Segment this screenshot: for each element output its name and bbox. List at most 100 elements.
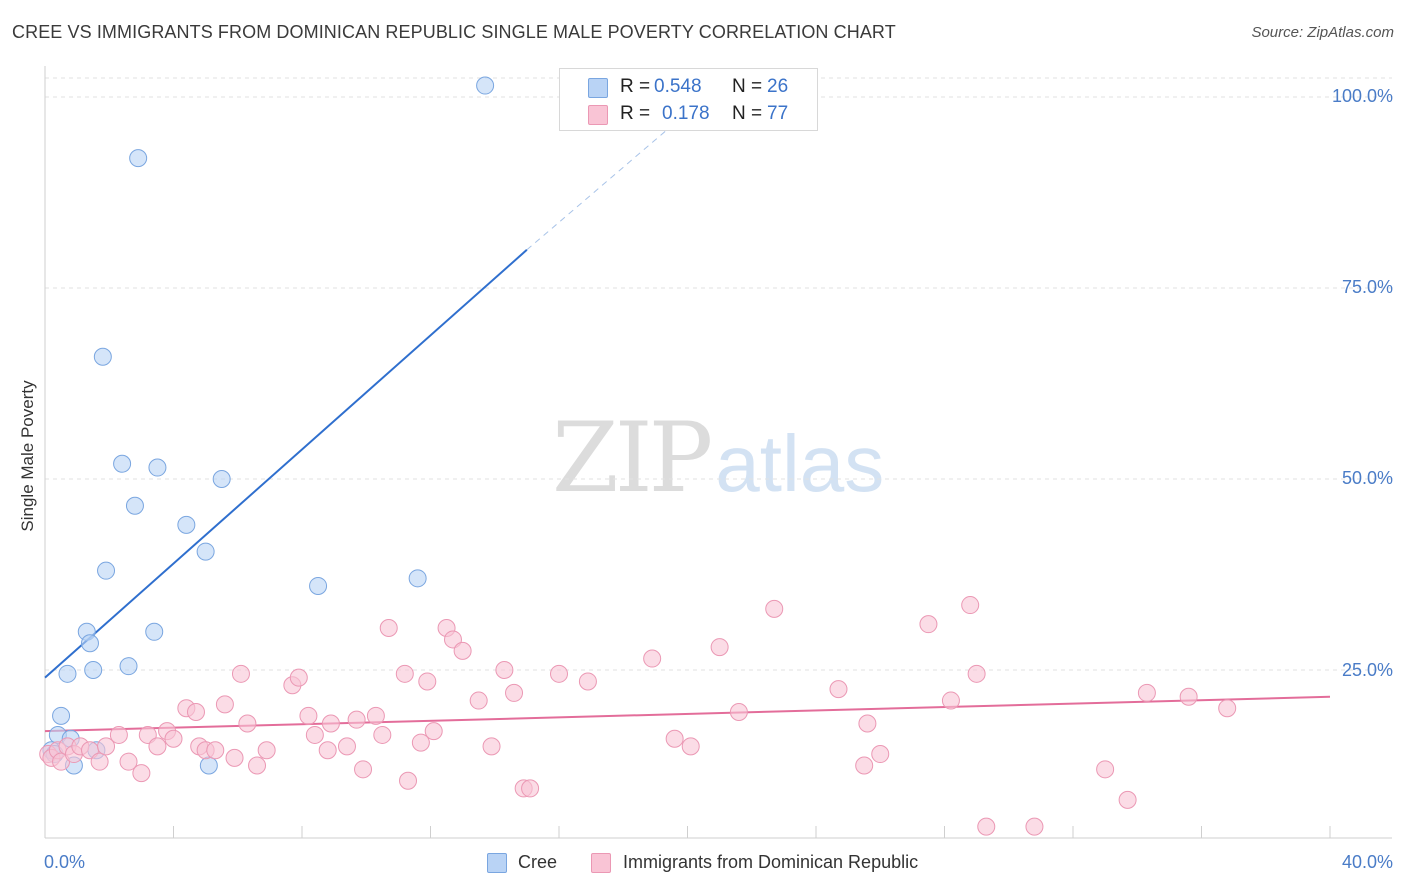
data-point-cree [177, 515, 196, 534]
y-tick-label-100: 100.0% [1331, 86, 1393, 106]
data-point-dominican [521, 779, 540, 798]
data-point-dominican [443, 630, 462, 649]
data-point-dominican [1137, 683, 1156, 702]
data-point-dominican [119, 752, 138, 771]
legend-n-label: N = [732, 76, 763, 97]
data-point-dominican [829, 680, 848, 699]
data-point-dominican [1096, 760, 1115, 779]
trendlines [44, 111, 1331, 733]
data-point-cree [199, 756, 218, 775]
data-point-dominican [411, 733, 430, 752]
data-point-dominican [186, 703, 205, 722]
data-point-cree [93, 347, 112, 366]
data-point-dominican [109, 725, 128, 744]
data-point-dominican [399, 771, 418, 790]
data-point-cree [52, 706, 71, 725]
data-point-dominican [164, 729, 183, 748]
data-point-dominican [855, 756, 874, 775]
y-tick-label-75: 75.0% [1341, 277, 1393, 297]
legend-r-value: 0.178 [662, 103, 710, 124]
trendline-dominican [44, 695, 1331, 733]
data-point-dominican [665, 729, 684, 748]
y-axis-label: Single Male Poverty [18, 380, 37, 532]
data-point-dominican [482, 737, 501, 756]
legend-n-label: N = [732, 103, 763, 124]
data-point-dominican [505, 683, 524, 702]
data-point-cree [119, 657, 138, 676]
bottom-legend-swatch-cree [487, 853, 507, 873]
y-tick-label-25: 25.0% [1341, 660, 1393, 680]
trendline-extension-cree [526, 111, 688, 251]
data-point-dominican [299, 706, 318, 725]
data-points [39, 76, 1237, 836]
data-point-cree [84, 661, 103, 679]
data-point-dominican [858, 714, 877, 733]
x-tick-label-max: 40.0% [1341, 852, 1393, 872]
data-point-dominican [148, 737, 167, 756]
data-point-dominican [225, 748, 244, 767]
legend-r-label: R = [620, 103, 651, 124]
data-point-dominican [257, 741, 276, 760]
watermark-atlas: atlas [715, 419, 885, 508]
data-point-cree [212, 470, 231, 488]
data-point-cree [145, 622, 164, 641]
data-point-dominican [765, 599, 784, 618]
data-point-dominican [347, 710, 366, 729]
data-point-cree [408, 569, 427, 588]
gridlines [45, 77, 1392, 671]
watermark-zip: ZIP [552, 402, 713, 514]
data-point-dominican [495, 661, 514, 679]
data-point-dominican [231, 664, 250, 683]
data-point-dominican [138, 725, 157, 744]
data-point-dominican [578, 672, 597, 691]
data-point-dominican [305, 725, 324, 744]
data-point-dominican [729, 703, 748, 722]
bottom-legend-cree: Cree [487, 852, 597, 876]
data-point-dominican [395, 664, 414, 683]
data-point-dominican [1025, 817, 1044, 836]
data-point-cree [129, 149, 148, 168]
data-point-dominican [1218, 699, 1237, 718]
stats-legend: R = 0.548 N = 26 R = 0.178 N = 77 [559, 68, 818, 131]
data-point-dominican [710, 638, 729, 657]
data-point-cree [58, 664, 77, 683]
data-point-dominican [379, 618, 398, 637]
legend-swatch-cree [588, 78, 608, 98]
data-point-dominican [941, 691, 960, 710]
data-point-dominican [206, 741, 225, 760]
data-point-cree [476, 76, 495, 95]
bottom-legend-label-cree: Cree [518, 852, 558, 872]
data-point-dominican [424, 722, 443, 741]
data-point-dominican [354, 760, 373, 779]
bottom-legend-label-dominican: Immigrants from Dominican Republic [623, 852, 919, 872]
legend-n-value: 26 [767, 76, 789, 97]
data-point-dominican [919, 615, 938, 634]
data-point-dominican [453, 641, 472, 660]
data-point-dominican [321, 714, 340, 733]
axes [44, 66, 1392, 839]
legend-swatch-dominican [588, 105, 608, 125]
data-point-dominican [643, 649, 662, 668]
x-tick-label-min: 0.0% [44, 852, 86, 872]
chart-title: CREE VS IMMIGRANTS FROM DOMINICAN REPUBL… [12, 22, 896, 42]
bottom-legend-dominican: Immigrants from Dominican Republic [591, 852, 971, 876]
data-point-dominican [366, 706, 385, 725]
data-point-dominican [248, 756, 267, 775]
data-point-dominican [132, 764, 151, 783]
data-point-cree [113, 454, 132, 473]
legend-r-value: 0.548 [654, 76, 702, 97]
data-point-dominican [418, 672, 437, 691]
data-point-dominican [967, 664, 986, 683]
data-point-cree [148, 458, 167, 477]
data-point-dominican [961, 596, 980, 615]
data-point-dominican [871, 745, 890, 764]
source-credit: Source: ZipAtlas.com [1251, 24, 1394, 41]
data-point-dominican [289, 668, 308, 687]
data-point-dominican [215, 695, 234, 714]
legend-n-value: 77 [767, 103, 789, 124]
data-point-dominican [238, 714, 257, 733]
watermark: ZIPatlas [552, 402, 884, 514]
data-point-dominican [97, 737, 116, 756]
data-point-cree [309, 576, 328, 595]
